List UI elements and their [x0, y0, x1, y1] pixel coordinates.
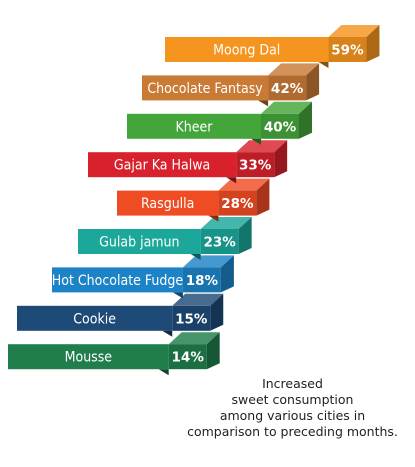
- bar-top-moong-dal: [328, 25, 380, 37]
- bar-label-moong-dal: Moong Dal: [213, 43, 280, 59]
- bar-value-block-hot-chocolate-fudge: [182, 267, 221, 293]
- bar-top-hot-chocolate-fudge: [182, 255, 234, 268]
- value-label-chocolate-fantasy: 42%: [271, 81, 304, 97]
- value-label-rasgulla: 28%: [221, 196, 254, 212]
- caption-line-1: Increased: [262, 376, 323, 391]
- bar-label-hot-chocolate-fudge: Hot Chocolate Fudge: [52, 273, 184, 289]
- bar-fold-chocolate-fantasy: [258, 100, 269, 107]
- bar-side-cookie: [210, 293, 224, 331]
- bar-label-chocolate-fantasy: Chocolate Fantasy: [147, 81, 263, 97]
- bar-side-moong-dal: [366, 25, 380, 62]
- bar-label-cookie: Cookie: [73, 311, 116, 327]
- bar-side-kheer: [299, 101, 312, 139]
- bar-side-gulab-jamun: [238, 217, 252, 254]
- bar-fold-moong-dal: [318, 62, 329, 68]
- bar-mousse: [8, 344, 169, 370]
- bar-chocolate-fantasy: [142, 75, 269, 101]
- caption-line-4: comparison to preceding months.: [187, 424, 398, 439]
- bar-top-cookie: [172, 293, 224, 306]
- bar-top-rasgulla: [218, 178, 270, 191]
- bar-value-block-moong-dal: [328, 37, 367, 62]
- bar-side-mousse: [206, 332, 220, 370]
- bar-value-block-chocolate-fantasy: [268, 75, 307, 101]
- bar-side-rasgulla: [256, 178, 270, 216]
- bar-label-mousse: Mousse: [65, 350, 113, 366]
- bar-top-gajar-ka-halwa: [236, 140, 288, 153]
- bar-label-rasgulla: Rasgulla: [141, 196, 194, 212]
- bar-rasgulla: [117, 190, 219, 216]
- bar-hot-chocolate-fudge: [52, 267, 183, 293]
- bar-fold-gajar-ka-halwa: [226, 177, 237, 184]
- bar-fold-kheer: [251, 138, 261, 145]
- bar-value-block-rasgulla: [218, 190, 257, 216]
- value-label-gulab-jamun: 23%: [203, 235, 236, 251]
- bar-fold-gulab-jamun: [190, 254, 201, 260]
- bar-side-hot-chocolate-fudge: [220, 255, 234, 293]
- bar-fold-mousse: [158, 369, 169, 376]
- bar-gajar-ka-halwa: [88, 152, 237, 178]
- bar-value-block-kheer: [261, 113, 299, 139]
- bar-top-mousse: [168, 332, 220, 345]
- bar-fold-rasgulla: [208, 215, 219, 222]
- value-label-cookie: 15%: [175, 311, 208, 327]
- bar-top-gulab-jamun: [200, 217, 252, 229]
- bar-gulab-jamun: [78, 229, 201, 254]
- bar-label-gulab-jamun: Gulab jamun: [99, 235, 179, 251]
- bar-cookie: [17, 305, 173, 331]
- bar-value-block-cookie: [172, 305, 211, 331]
- bar-moong-dal: [165, 37, 329, 62]
- bar-value-block-gajar-ka-halwa: [236, 152, 275, 178]
- bar-side-gajar-ka-halwa: [274, 140, 288, 178]
- bar-top-chocolate-fantasy: [268, 63, 320, 76]
- bar-kheer: [127, 113, 261, 139]
- bar-value-block-gulab-jamun: [200, 229, 239, 254]
- bar-value-block-mousse: [168, 344, 207, 370]
- bar-side-chocolate-fantasy: [306, 63, 320, 101]
- bar-fold-cookie: [162, 330, 173, 337]
- bar-fold-hot-chocolate-fudge: [172, 292, 183, 299]
- chart-caption: Increased sweet consumption among variou…: [170, 376, 415, 440]
- caption-line-3: among various cities in: [219, 408, 366, 423]
- value-label-moong-dal: 59%: [331, 43, 364, 59]
- value-label-gajar-ka-halwa: 33%: [239, 158, 272, 174]
- bar-label-kheer: Kheer: [176, 119, 214, 135]
- value-label-kheer: 40%: [264, 119, 297, 135]
- value-label-hot-chocolate-fudge: 18%: [186, 273, 219, 289]
- caption-line-2: sweet consumption: [231, 392, 354, 407]
- bar-label-gajar-ka-halwa: Gajar Ka Halwa: [114, 158, 210, 174]
- bar-top-kheer: [261, 101, 312, 114]
- value-label-mousse: 14%: [172, 350, 205, 366]
